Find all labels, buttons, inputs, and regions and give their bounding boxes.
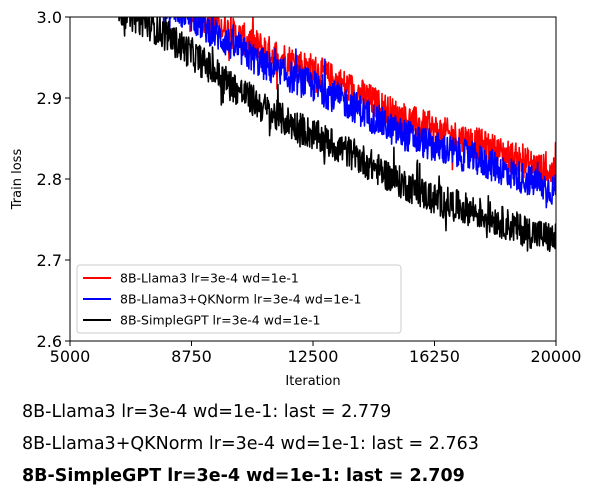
legend-label-llama3-qknorm: 8B-Llama3+QKNorm lr=3e-4 wd=1e-1 xyxy=(120,292,361,307)
legend-label-simplegpt: 8B-SimpleGPT lr=3e-4 wd=1e-1 xyxy=(120,313,320,328)
summary-llama3-qknorm: 8B-Llama3+QKNorm lr=3e-4 wd=1e-1: last =… xyxy=(22,434,479,454)
x-tick-label: 20000 xyxy=(531,347,582,366)
x-tick-label: 5000 xyxy=(50,347,91,366)
summary-llama3: 8B-Llama3 lr=3e-4 wd=1e-1: last = 2.779 xyxy=(22,402,392,422)
series-line-1 xyxy=(162,17,556,209)
legend-label-llama3: 8B-Llama3 lr=3e-4 wd=1e-1 xyxy=(120,271,299,286)
series-line-2 xyxy=(118,17,556,253)
x-axis-label: Iteration xyxy=(285,374,340,389)
loss-chart: 5000 8750 12500 16250 20000 2.6 2.7 2.8 2.9 3.0 I… xyxy=(10,8,582,389)
series-layer xyxy=(118,17,556,253)
y-axis-label: Train loss xyxy=(10,149,25,211)
y-tick-label: 2.9 xyxy=(37,89,62,108)
y-tick-label: 2.7 xyxy=(37,251,62,270)
legend: 8B-Llama3 lr=3e-4 wd=1e-1 8B-Llama3+QKNo… xyxy=(76,264,402,334)
y-tick-label: 2.8 xyxy=(37,170,62,189)
summary-simplegpt: 8B-SimpleGPT lr=3e-4 wd=1e-1: last = 2.7… xyxy=(22,466,465,486)
axis-ticks: 5000 8750 12500 16250 20000 2.6 2.7 2.8 2.9 3.0 xyxy=(37,8,582,366)
y-tick-label: 2.6 xyxy=(37,332,62,351)
x-tick-label: 16250 xyxy=(409,347,460,366)
legend-frame xyxy=(76,264,402,334)
x-tick-label: 12500 xyxy=(288,347,339,366)
y-tick-label: 3.0 xyxy=(37,8,62,27)
x-tick-label: 8750 xyxy=(171,347,212,366)
